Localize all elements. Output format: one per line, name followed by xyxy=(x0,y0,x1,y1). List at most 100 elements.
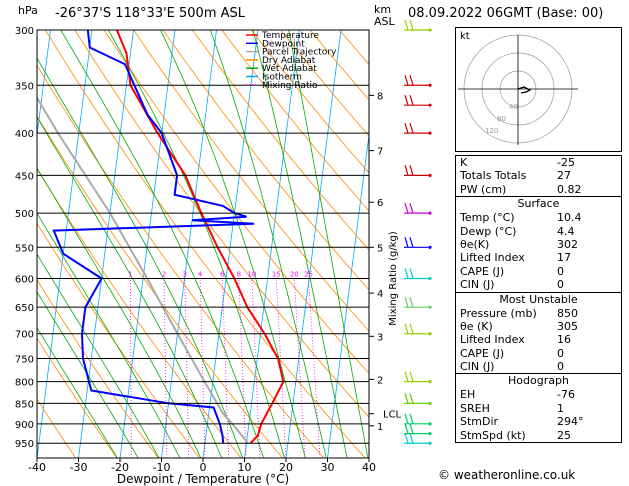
hodograph-row: SREH 1 xyxy=(456,402,621,415)
wind-barb-flag xyxy=(409,95,414,106)
wind-barb-flag xyxy=(409,393,414,404)
wet-adiabat xyxy=(37,212,181,458)
x-tick-label: 30 xyxy=(321,461,335,474)
surface-value: 0 xyxy=(557,264,564,278)
pressure-tick-label: 450 xyxy=(15,171,34,182)
unstable-label: Pressure (mb) xyxy=(460,306,537,320)
wind-barb-dot xyxy=(428,432,432,436)
pressure-tick-label: 400 xyxy=(15,129,34,140)
dry-adiabat xyxy=(133,30,369,332)
surface-label: Lifted Index xyxy=(460,251,525,265)
indices-top: K -25 Totals Totals 27 PW (cm) 0.82 xyxy=(456,156,621,196)
hodograph-rows: EH -76 SREH 1 StmDir 294° StmSpd (kt) 25 xyxy=(456,388,621,442)
datetime-title: 08.09.2022 06GMT (Base: 00) xyxy=(408,6,604,21)
hodograph-label: StmDir xyxy=(460,415,499,429)
hodograph-trace xyxy=(517,86,532,94)
hodograph-row: EH -76 xyxy=(456,388,621,401)
dry-adiabat xyxy=(103,30,369,375)
wind-barb-flag xyxy=(404,237,409,248)
pressure-tick-label: 800 xyxy=(15,378,34,389)
wind-barbs xyxy=(404,19,432,445)
dry-adiabat xyxy=(37,398,76,458)
km-tick-label: 8 xyxy=(377,91,383,102)
pressure-tick-label: 700 xyxy=(15,330,34,341)
surface-row: CAPE (J) 0 xyxy=(456,265,621,278)
index-row: K -25 xyxy=(456,156,621,169)
dry-adiabat xyxy=(250,30,369,174)
mixing-ratio-labels: 1 2 3 4 6 8 10 15 20 25 xyxy=(128,270,313,278)
wet-adiabat xyxy=(37,253,160,458)
hodograph-value: -76 xyxy=(557,388,575,402)
wind-barb-flag xyxy=(404,19,409,31)
wet-adiabat xyxy=(37,167,202,458)
asl-label: ASL xyxy=(374,15,395,28)
pressure-tick-label: 900 xyxy=(15,420,34,431)
index-row: PW (cm) 0.82 xyxy=(456,183,621,196)
wet-adiabat xyxy=(60,30,264,458)
wind-barb-flag xyxy=(404,323,409,334)
pressure-tick-label: 850 xyxy=(15,399,34,410)
unstable-label: CAPE (J) xyxy=(460,346,505,360)
hodograph-label: StmSpd (kt) xyxy=(460,428,526,442)
pressure-tick-label: 300 xyxy=(15,26,34,37)
wind-barb-flag xyxy=(404,75,409,86)
legend-label: Temperature xyxy=(261,31,319,41)
mixing-ratio-line xyxy=(308,278,321,458)
wind-barb-flag xyxy=(409,202,414,214)
mixing-ratio-line xyxy=(293,278,306,458)
wet-adiabat xyxy=(288,30,369,458)
km-tick-label: 7 xyxy=(377,147,383,158)
hodograph-row: StmDir 294° xyxy=(456,415,621,428)
wind-barb-flag xyxy=(409,413,414,425)
unstable-label: θe (K) xyxy=(460,319,493,333)
isotherm-line xyxy=(37,30,93,458)
hodograph-ring-label: 80 xyxy=(497,115,506,123)
plot-area xyxy=(0,30,369,458)
isotherm-line xyxy=(0,30,9,458)
copyright-footer: © weatheronline.co.uk xyxy=(438,468,576,482)
dewpoint-line xyxy=(52,30,254,444)
surface-row: Dewp (°C) 4.4 xyxy=(456,225,621,238)
legend-label: Mixing Ratio xyxy=(262,81,318,91)
wet-adiabat xyxy=(37,57,244,458)
surface-value: 10.4 xyxy=(557,211,582,225)
mixing-ratio-label: 4 xyxy=(198,270,203,278)
isotherm-line xyxy=(37,30,51,139)
index-value: 27 xyxy=(557,169,571,183)
hodograph-value: 25 xyxy=(557,428,571,442)
wind-barb-dot xyxy=(428,211,432,215)
pressure-tick-label: 750 xyxy=(15,354,34,365)
wind-barb-dot xyxy=(428,83,432,87)
hodograph-title: Hodograph xyxy=(508,374,569,388)
wind-barb-dot xyxy=(428,441,432,445)
wind-barb-dot xyxy=(428,245,432,249)
index-label: PW (cm) xyxy=(460,182,507,196)
mixing-ratio-axis-label: Mixing Ratio (g/kg) xyxy=(388,231,399,326)
pressure-tick-label: 650 xyxy=(15,303,34,314)
wind-barb-dot xyxy=(428,332,432,336)
surface-label: CIN (J) xyxy=(460,278,495,292)
wind-barb-flag xyxy=(409,433,414,444)
km-tick-label: 6 xyxy=(377,198,383,209)
km-label: km xyxy=(374,3,392,16)
wind-barb-flag xyxy=(409,122,414,134)
surface-title: Surface xyxy=(517,197,560,211)
km-tick-label: 2 xyxy=(377,375,383,386)
unstable-row: CAPE (J) 0 xyxy=(456,347,621,360)
mixing-ratio-label: 20 xyxy=(290,270,299,278)
hodograph-unit: kt xyxy=(460,31,470,42)
unstable-value: 0 xyxy=(557,360,564,374)
wind-barb-dot xyxy=(428,401,432,405)
index-label: K xyxy=(460,156,468,169)
mixing-ratio-label: 25 xyxy=(304,270,313,278)
isotherm-line xyxy=(202,30,259,458)
wind-barb-dot xyxy=(428,131,432,135)
unstable-value: 850 xyxy=(557,306,578,320)
surface-rows: Temp (°C) 10.4 Dewp (°C) 4.4 θe(K) 302 Lifted … xyxy=(456,211,621,291)
pressure-tick-label: 600 xyxy=(15,274,34,285)
legend-label: Parcel Trajectory xyxy=(262,48,337,58)
km-tick-label: 1 xyxy=(377,422,383,433)
dry-adiabat xyxy=(162,30,369,291)
